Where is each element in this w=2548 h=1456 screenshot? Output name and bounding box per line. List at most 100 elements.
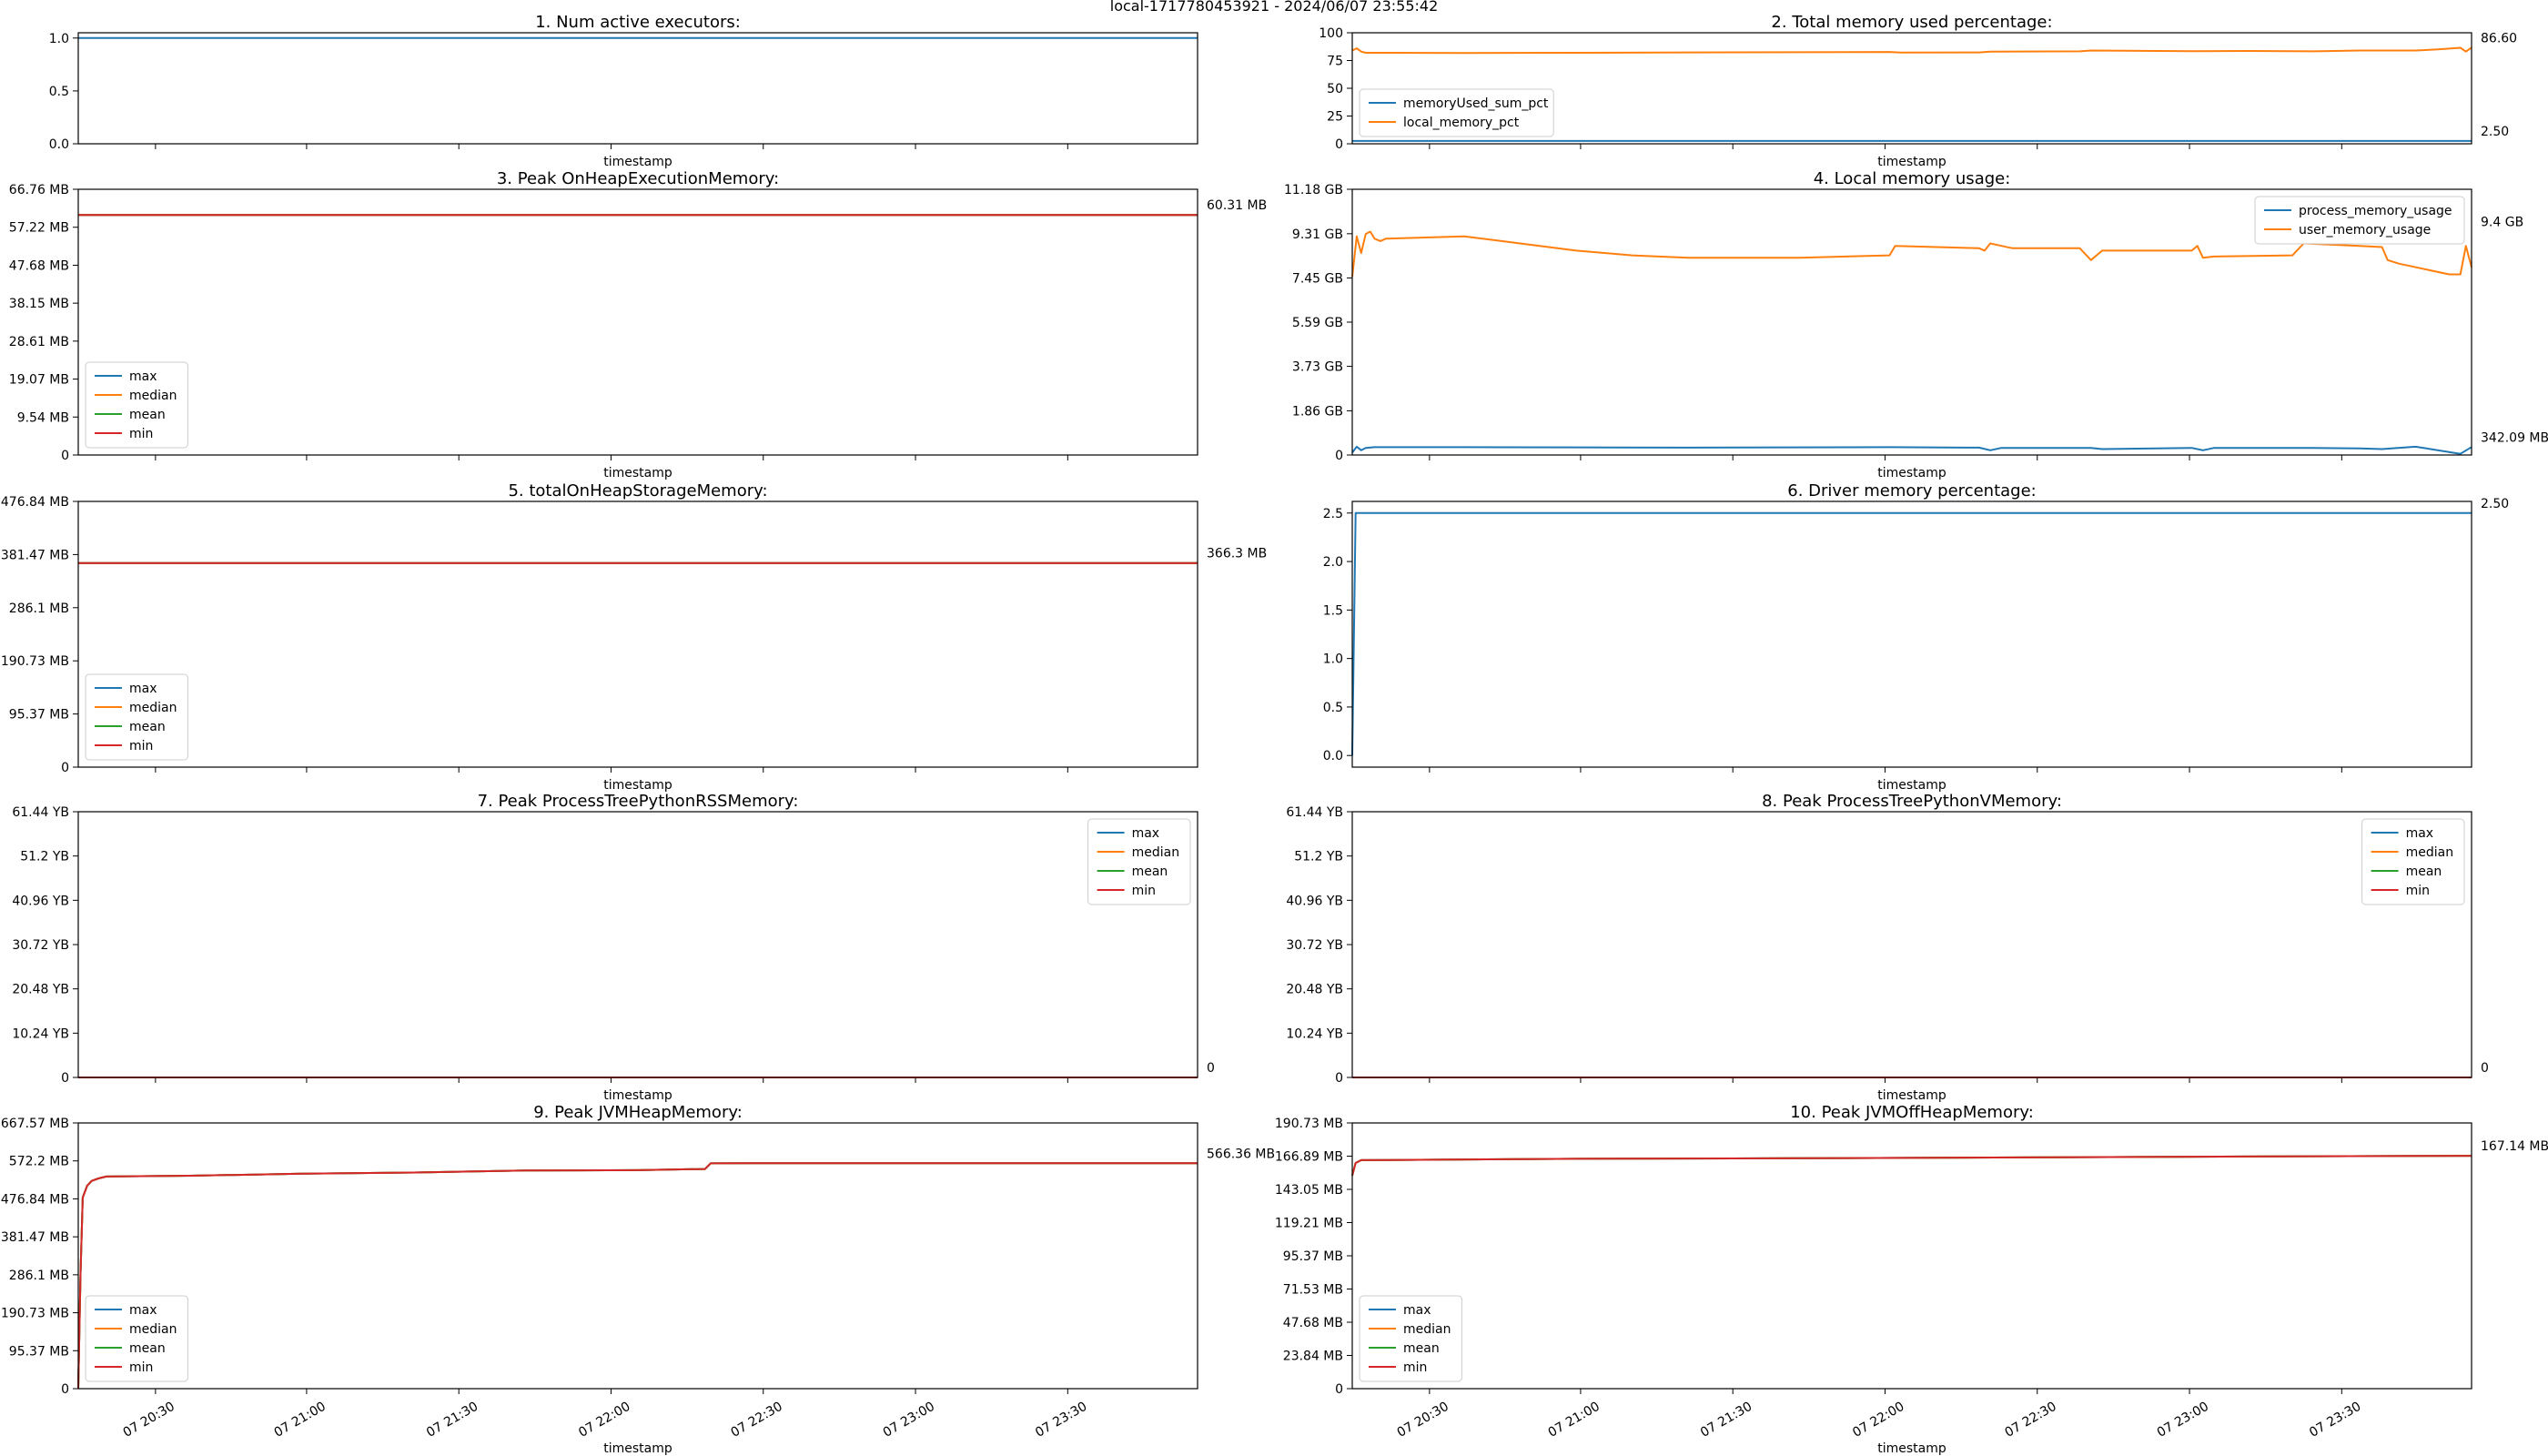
y-tick-label: 667.57 MB <box>1 1117 69 1131</box>
panel-2: 2. Total memory used percentage: 0 25 50 75 1… <box>1319 13 2517 169</box>
x-tick-label: 07 21:00 <box>1546 1400 1603 1441</box>
y-tick-label: 0.5 <box>1323 701 1343 715</box>
y-tick-label: 10.24 YB <box>1286 1026 1343 1041</box>
end-value-label: 167.14 MB <box>2481 1139 2548 1154</box>
figure-suptitle: local-1717780453921 - 2024/06/07 23:55:4… <box>1110 0 1439 15</box>
y-tick-label: 0.5 <box>49 85 69 99</box>
y-tick-label: 0 <box>61 761 69 775</box>
legend-box <box>2254 196 2465 245</box>
y-tick-label: 75 <box>1327 55 1343 69</box>
y-tick-label: 10.24 YB <box>12 1026 69 1041</box>
y-tick-label: 9.54 MB <box>17 410 69 425</box>
legend: max median mean min <box>1087 818 1191 905</box>
y-tick-label: 0 <box>1335 449 1343 463</box>
x-tick-label: 07 23:00 <box>881 1400 937 1441</box>
series-line <box>1351 511 2472 756</box>
legend-box <box>1359 1295 1462 1382</box>
legend: max median mean min <box>85 1295 188 1382</box>
panels: 1. Num active executors: 0.0 0.5 1.0 timesta… <box>1 13 2548 1456</box>
legend: process_memory_usage user_memory_usage <box>2254 196 2465 245</box>
legend-label: min <box>129 1360 153 1375</box>
x-axis-label: timestamp <box>603 1441 672 1456</box>
y-tick-label: 381.47 MB <box>1 548 69 562</box>
legend-label: mean <box>129 1341 166 1356</box>
legend-label: max <box>1403 1303 1431 1318</box>
panel-title: 3. Peak OnHeapExecutionMemory: <box>497 169 779 188</box>
y-tick-label: 476.84 MB <box>1 1192 69 1207</box>
legend: max median mean min <box>1359 1295 1462 1382</box>
axes-frame <box>1351 811 2472 1078</box>
y-tick-label: 381.47 MB <box>1 1230 69 1245</box>
axes-frame <box>77 188 1198 456</box>
x-axis-label: timestamp <box>1877 778 1946 793</box>
y-tick-label: 119.21 MB <box>1275 1216 1343 1230</box>
legend-label: max <box>2406 826 2434 841</box>
y-tick-label: 30.72 YB <box>1286 938 1343 953</box>
legend-label: min <box>2406 884 2430 898</box>
y-tick-label: 0 <box>1335 1071 1343 1086</box>
y-tick-label: 476.84 MB <box>1 495 69 510</box>
y-tick-label: 95.37 MB <box>9 1344 69 1359</box>
panel-title: 7. Peak ProcessTreePythonRSSMemory: <box>478 792 799 811</box>
axes-frame <box>1351 188 2472 456</box>
x-axis-label: timestamp <box>1877 1088 1946 1103</box>
y-tick-label: 0 <box>61 1382 69 1397</box>
y-tick-label: 143.05 MB <box>1275 1183 1343 1198</box>
panel-title: 1. Num active executors: <box>535 13 741 32</box>
y-tick-label: 190.73 MB <box>1 1307 69 1321</box>
x-axis-label: timestamp <box>1877 466 1946 480</box>
x-tick-label: 07 23:30 <box>1033 1400 1089 1441</box>
x-axis-label: timestamp <box>1877 1441 1946 1456</box>
y-tick-label: 66.76 MB <box>9 183 69 197</box>
y-tick-label: 0 <box>1335 1382 1343 1397</box>
panel-title: 2. Total memory used percentage: <box>1771 13 2052 32</box>
y-tick-label: 1.86 GB <box>1292 404 1343 419</box>
panel-3: 3. Peak OnHeapExecutionMemory: 0 9.54 MB 19… <box>9 169 1267 480</box>
legend-label: median <box>2406 845 2453 860</box>
legend-label: median <box>129 701 177 715</box>
y-tick-label: 95.37 MB <box>9 708 69 723</box>
x-axis-label: timestamp <box>603 155 672 169</box>
y-tick-label: 286.1 MB <box>9 602 69 616</box>
legend-label: mean <box>1403 1341 1440 1356</box>
y-tick-label: 40.96 YB <box>12 894 69 908</box>
x-tick-label: 07 21:00 <box>272 1400 329 1441</box>
panel-10: 10. Peak JVMOffHeapMemory: 0 23.84 MB 47.68… <box>1275 1103 2548 1456</box>
legend-box <box>85 361 188 449</box>
legend-label: min <box>129 427 153 441</box>
axes-frame <box>77 1122 1198 1390</box>
legend-label: max <box>129 1303 157 1318</box>
axes-frame <box>1351 32 2472 145</box>
end-value-label: 9.4 GB <box>2481 215 2523 229</box>
legend: max median mean min <box>2361 818 2465 905</box>
y-tick-label: 1.0 <box>49 32 69 46</box>
legend-box <box>85 1295 188 1382</box>
series-line-median <box>77 1162 1198 1390</box>
legend-box <box>2361 818 2465 905</box>
legend: memoryUsed_sum_pct local_memory_pct <box>1359 88 1554 137</box>
x-tick-label: 07 20:30 <box>1395 1400 1451 1441</box>
legend-label: mean <box>129 408 166 422</box>
x-tick-label: 07 22:00 <box>576 1400 632 1441</box>
y-tick-label: 51.2 YB <box>20 850 69 864</box>
panel-title: 5. totalOnHeapStorageMemory: <box>508 481 767 500</box>
x-axis-label: timestamp <box>603 466 672 480</box>
y-tick-label: 286.1 MB <box>9 1269 69 1283</box>
legend-label: mean <box>129 720 166 734</box>
x-tick-label: 07 21:30 <box>424 1400 480 1441</box>
y-tick-label: 38.15 MB <box>9 297 69 311</box>
y-tick-label: 19.07 MB <box>9 373 69 388</box>
y-tick-label: 190.73 MB <box>1 654 69 669</box>
legend-label: median <box>1403 1322 1451 1337</box>
y-tick-label: 47.68 MB <box>1283 1316 1343 1330</box>
legend-label: min <box>1403 1360 1427 1375</box>
x-tick-label: 07 23:30 <box>2307 1400 2363 1441</box>
panel-title: 8. Peak ProcessTreePythonVMemory: <box>1762 792 2062 811</box>
legend-label: min <box>129 739 153 753</box>
y-tick-label: 2.5 <box>1323 507 1343 521</box>
legend-label: process_memory_usage <box>2299 204 2452 218</box>
legend-label: median <box>129 389 177 403</box>
legend-label: memoryUsed_sum_pct <box>1403 96 1549 111</box>
y-tick-label: 20.48 YB <box>1286 983 1343 997</box>
